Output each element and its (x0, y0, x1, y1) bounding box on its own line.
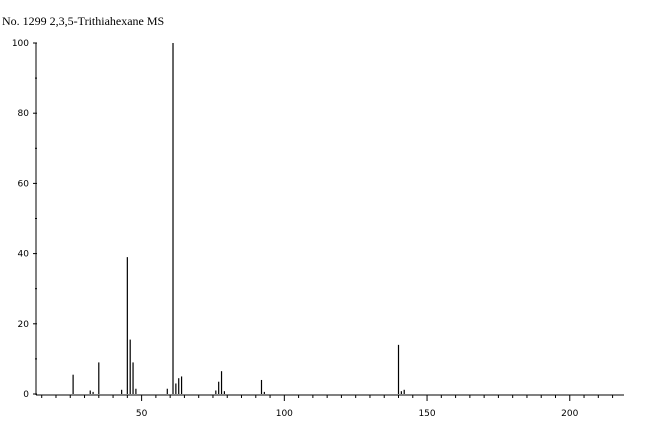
y-tick-label: 20 (18, 320, 30, 330)
axes (35, 43, 624, 396)
y-tick-label: 80 (18, 109, 30, 119)
x-tick-label: 100 (276, 409, 293, 419)
x-ticks: 50 100 150 200 (41, 395, 614, 419)
y-tick-label: 0 (23, 390, 29, 400)
peaks (72, 43, 405, 394)
y-tick-label: 40 (18, 250, 30, 260)
x-tick-label: 200 (561, 409, 578, 419)
x-tick-label: 50 (136, 409, 148, 419)
chart-title: No. 1299 2,3,5-Trithiahexane MS (2, 14, 165, 28)
x-tick-label: 150 (418, 409, 435, 419)
y-tick-label: 60 (18, 179, 30, 189)
y-ticks: 0 20 40 60 80 100 (12, 39, 37, 400)
y-tick-label: 100 (12, 39, 29, 49)
